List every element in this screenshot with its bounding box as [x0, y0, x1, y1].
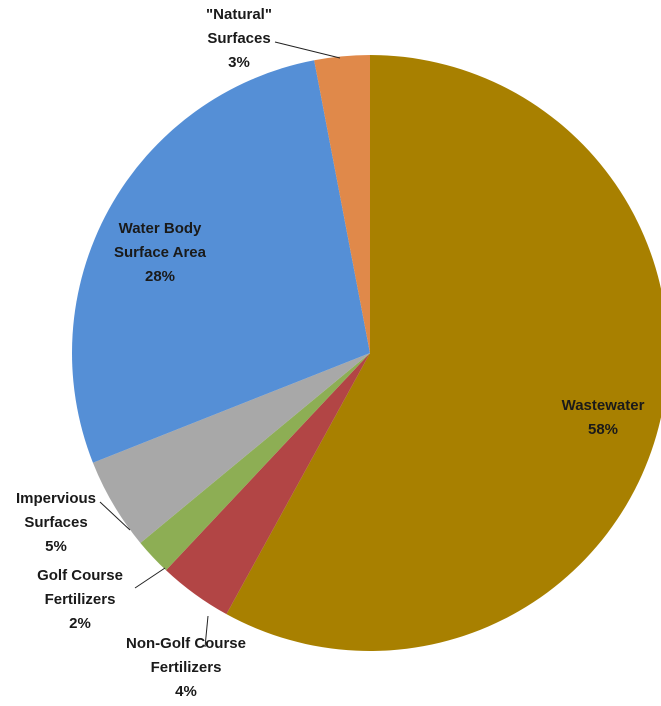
pie-slice-water-body-surface-area	[72, 60, 370, 463]
leader-line	[204, 615, 209, 648]
pie-slice-natural-surfaces	[314, 55, 370, 353]
pie-slice-wastewater	[226, 55, 661, 651]
slice-label-non-golf-course-fertilizers: Non-Golf Course Fertilizers 4%	[126, 635, 246, 700]
slice-labels: Wastewater 58% Non-Golf Course Fertilizers 4…	[16, 6, 645, 700]
leader-line	[134, 567, 166, 589]
leader-line	[274, 41, 341, 59]
pie-slice-non-golf-course-fertilizers	[166, 353, 370, 615]
pie-slice-impervious-surfaces	[92, 353, 370, 543]
pie-slice-golf-course-fertilizers	[140, 353, 370, 571]
slice-label-water-body-surface-area: Water Body Surface Area 28%	[114, 220, 207, 285]
pie-slices	[72, 55, 661, 651]
leader-line	[99, 501, 131, 531]
slice-label-wastewater: Wastewater 58%	[562, 397, 645, 438]
slice-label-natural-surfaces: "Natural" Surfaces 3%	[206, 6, 272, 71]
leader-lines	[99, 41, 341, 648]
slice-label-impervious-surfaces: Impervious Surfaces 5%	[16, 490, 96, 555]
slice-label-golf-course-fertilizers: Golf Course Fertilizers 2%	[37, 567, 123, 632]
